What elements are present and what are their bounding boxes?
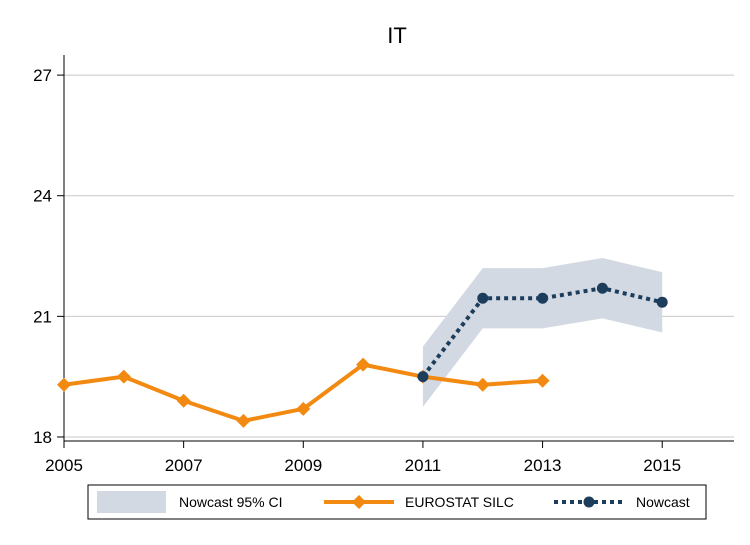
nowcast-point-2014 <box>596 282 608 294</box>
legend-swatch-nowcast-marker <box>583 496 595 508</box>
x-tick-label-2007: 2007 <box>165 456 203 475</box>
grid-lines <box>64 74 734 438</box>
legend: Nowcast 95% CI EUROSTAT SILC Nowcast <box>87 484 707 520</box>
chart-title: IT <box>387 23 407 48</box>
y-tick-label-21: 21 <box>33 307 52 326</box>
axes: 18 21 24 27 2005 2007 2009 2011 2013 2015 <box>33 55 734 475</box>
legend-label-eurostat: EUROSTAT SILC <box>405 494 514 510</box>
eurostat-point-2008 <box>236 413 251 428</box>
legend-label-band: Nowcast 95% CI <box>179 494 282 510</box>
x-tick-label-2015: 2015 <box>643 456 681 475</box>
eurostat-point-2013 <box>535 373 550 388</box>
x-tick-label-2011: 2011 <box>405 456 442 475</box>
x-tick-label-2013: 2013 <box>524 456 562 475</box>
x-tick-label-2009: 2009 <box>284 456 322 475</box>
eurostat-point-2010 <box>356 357 371 372</box>
eurostat-point-2007 <box>176 393 191 408</box>
x-tick-label-2005: 2005 <box>45 456 83 475</box>
y-tick-label-18: 18 <box>33 428 52 447</box>
nowcast-point-2013 <box>537 292 549 304</box>
nowcast-point-2011 <box>417 371 429 383</box>
nowcast-point-2012 <box>477 292 489 304</box>
y-tick-label-27: 27 <box>33 66 52 85</box>
nowcast-line <box>421 286 663 378</box>
legend-swatch-eurostat-marker <box>352 495 366 509</box>
legend-swatch-band <box>97 491 166 513</box>
series-layer <box>57 282 668 428</box>
eurostat-point-2012 <box>475 377 490 392</box>
y-tick-label-24: 24 <box>33 187 52 206</box>
eurostat-point-2006 <box>116 369 131 384</box>
eurostat-point-2009 <box>296 401 311 416</box>
eurostat-point-2005 <box>57 377 71 392</box>
legend-label-nowcast: Nowcast <box>636 494 690 510</box>
nowcast-point-2015 <box>656 296 668 308</box>
